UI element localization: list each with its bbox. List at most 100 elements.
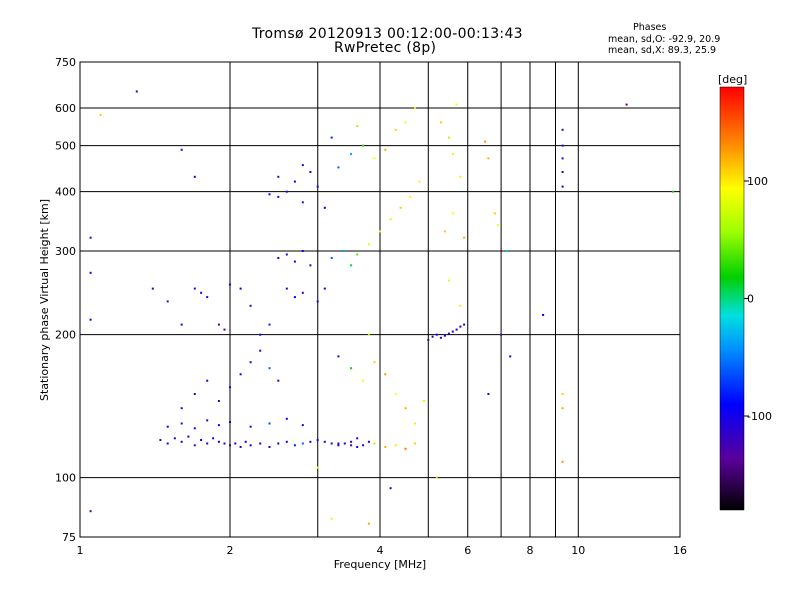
echo-point [431,335,434,338]
echo-point [277,175,280,178]
x-tick-label: 6 [464,544,471,557]
echo-point [217,440,220,443]
echo-point [350,444,353,447]
echo-point [229,283,231,286]
echo-point [439,336,442,339]
echo-point [337,166,340,169]
echo-point [384,148,387,151]
echo-point [672,190,675,193]
echo-point [193,393,196,395]
echo-point [159,439,162,441]
y-tick-label: 200 [55,329,76,342]
echo-point [389,487,392,490]
echo-point [301,442,304,445]
echo-point [249,425,252,428]
plot-frame [79,61,681,538]
echo-point [173,437,176,440]
echo-point [362,144,365,147]
echo-point [356,125,359,127]
echo-point [356,446,359,448]
echo-point [561,460,564,463]
echo-point [463,323,466,326]
echo-point [285,440,288,443]
colorbar-tick-label: -100 [747,410,772,423]
echo-point [384,446,387,448]
echo-point [259,333,262,336]
echo-point [409,195,412,198]
echo-point [285,190,288,193]
echo-point [413,107,416,109]
echo-point [561,407,564,410]
echo-point [180,323,183,326]
echo-point [330,257,333,259]
echo-point [356,253,359,256]
echo-point [447,279,450,282]
echo-point [484,140,487,143]
stats-o-mode: mean, sd,O: -92.9, 20.9 [608,34,721,45]
echo-point [223,328,226,331]
echo-point [277,257,280,259]
echo-point [337,444,340,447]
echo-point [166,425,169,428]
echo-point [455,328,458,331]
echo-point [404,447,407,450]
echo-point [373,157,376,160]
echo-point [193,444,196,447]
echo-point [439,121,442,124]
echo-point [330,136,333,139]
echo-point [337,355,340,358]
x-tick-label: 16 [673,544,687,557]
echo-point [200,291,203,294]
echo-point [459,175,462,178]
echo-point [89,236,92,239]
echo-point [500,333,503,336]
echo-point [249,361,252,364]
echo-point [309,171,312,173]
echo-point [229,444,231,447]
echo-point [356,437,359,440]
echo-point [187,435,190,438]
echo-point [362,379,365,382]
echo-point [487,393,490,395]
echo-point [451,330,454,333]
echo-point [422,400,425,402]
echo-point [443,230,446,233]
echo-point [367,243,370,246]
echo-point [350,153,353,156]
echo-point [99,114,102,116]
echo-point [316,300,319,303]
y-axis-ticks: 75 100 200 300 400 500 600 750 [55,56,76,544]
echo-point [413,442,416,445]
echo-point [293,296,296,299]
echo-point [249,444,252,447]
chart-subtitle: RwPretec (8p) [334,40,437,56]
echo-point [200,439,203,441]
echo-point [323,440,326,443]
echo-point [343,442,346,445]
echo-point [427,338,430,341]
echo-point [451,153,454,156]
echo-point [394,128,397,131]
echo-point [206,442,209,445]
echo-point [459,304,462,307]
echo-point [268,193,271,196]
echo-point [367,440,370,443]
echo-point [399,206,402,209]
echo-point [293,444,296,447]
echo-point [89,510,92,513]
echo-point [268,422,271,425]
echo-point [239,446,242,448]
x-tick-label: 10 [571,544,585,557]
echo-point [497,224,499,227]
echo-point [455,103,458,106]
echo-point [89,318,92,321]
echo-point [285,417,288,420]
echo-point [561,393,564,395]
echo-point [166,442,169,445]
y-tick-label: 400 [55,186,76,199]
echo-point [435,333,438,336]
echo-point [561,171,564,173]
echo-point [166,300,169,303]
echo-point [301,164,304,167]
